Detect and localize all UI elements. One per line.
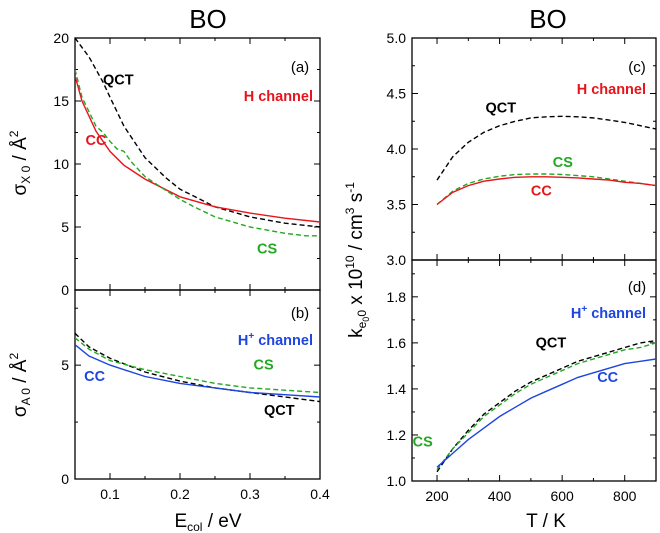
right-x-axis-label: T / K (526, 511, 566, 532)
right-title: BO (529, 4, 567, 34)
panel-c-frame (411, 37, 657, 261)
channel-label: H channel (577, 82, 646, 98)
channel-label: H+ channel (238, 331, 313, 349)
series-cc-line (75, 344, 320, 398)
curve-label-qct: QCT (264, 403, 295, 419)
curve-label-qct: QCT (103, 73, 134, 89)
x-tick-label: 0.1 (100, 486, 120, 502)
y-tick-label: 10 (53, 156, 69, 172)
panel-label: (d) (628, 279, 646, 296)
left-x-axis-label: Ecol / eV (174, 511, 241, 533)
y-tick-label: 1.6 (387, 335, 407, 351)
curve-label-cc: CC (84, 369, 105, 385)
series-cs-line (436, 173, 656, 206)
series-qct-line (75, 332, 320, 403)
x-tick-label: 200 (425, 488, 449, 504)
y-tick-label: 4.0 (387, 141, 407, 157)
y-tick-label: 0 (61, 471, 69, 487)
y-tick-label: 0 (61, 282, 69, 298)
y-tick-label: 15 (53, 93, 69, 109)
series-cs-line (75, 69, 320, 237)
curve-label-qct: QCT (486, 100, 517, 116)
panel-b-frame (74, 289, 321, 480)
series-qct-line (436, 115, 656, 181)
curve-label-cs: CS (413, 434, 433, 450)
series-cs-line (75, 337, 320, 394)
y-tick-label: 5 (61, 357, 69, 373)
curve-label-cs: CS (553, 155, 573, 171)
series-cs-line (436, 342, 656, 470)
curve-label-qct: QCT (536, 335, 567, 351)
curve-label-cs: CS (257, 241, 277, 257)
left-title: BO (189, 4, 227, 34)
x-tick-label: 0.2 (170, 486, 190, 502)
top-left-y-axis-label: σX 0 / Å2 (7, 130, 33, 195)
y-tick-label: 4.5 (387, 86, 407, 102)
y-tick-label: 3.5 (387, 197, 407, 213)
series-qct-line (436, 339, 656, 473)
series-cc-line (436, 358, 656, 468)
right-y-axis-label: ke00 x 1010 / cm3 s-1 (343, 182, 371, 338)
panel-a: 0 5 10 15 20 QCT CC CS (a) H channel (53, 30, 321, 298)
panel-d-frame (411, 259, 657, 482)
series-cc-line (436, 176, 656, 206)
panel-d: 200 400 600 800 1.0 1.2 1.4 1.6 1.8 QCT CC CS (d) H+ … (387, 259, 657, 504)
series-qct-line (75, 38, 320, 228)
channel-label: H+ channel (571, 304, 646, 322)
y-tick-label: 1.2 (387, 427, 407, 443)
y-tick-label: 1.4 (387, 381, 407, 397)
curve-label-cc: CC (597, 370, 618, 386)
x-tick-label: 0.4 (310, 486, 330, 502)
curve-label-cc: CC (86, 133, 107, 149)
x-tick-label: 600 (550, 488, 574, 504)
y-tick-label: 3.0 (387, 252, 407, 268)
curve-label-cc: CC (531, 184, 552, 200)
y-tick-label: 20 (53, 30, 69, 46)
y-tick-label: 1.8 (387, 289, 407, 305)
y-tick-label: 1.0 (387, 473, 407, 489)
panel-label: (c) (628, 59, 646, 76)
x-tick-label: 400 (488, 488, 512, 504)
y-tick-label: 5.0 (387, 30, 407, 46)
panel-label: (b) (291, 305, 309, 322)
series-cc-line (75, 75, 320, 223)
curve-label-cs: CS (254, 358, 274, 374)
y-tick-label: 5 (61, 219, 69, 235)
x-tick-label: 0.3 (240, 486, 260, 502)
panel-label: (a) (291, 59, 309, 76)
x-tick-label: 800 (613, 488, 637, 504)
channel-label: H channel (244, 89, 313, 105)
panel-b: 0.1 0.2 0.3 0.4 0 5 CS CC QCT (b) H+ channel (61, 289, 330, 502)
bottom-left-y-axis-label: σA 0 / Å2 (7, 353, 33, 418)
